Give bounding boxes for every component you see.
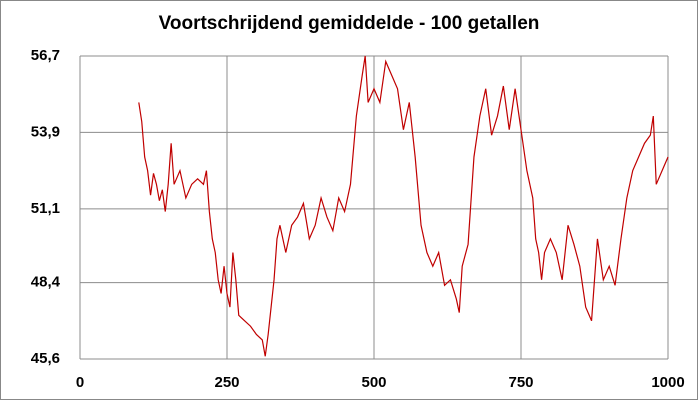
x-tick-label: 0	[76, 374, 84, 391]
y-tick-label: 48,4	[31, 274, 61, 291]
x-tick-label: 500	[361, 374, 386, 391]
data-line	[138, 55, 669, 357]
chart-title: Voortschrijdend gemiddelde - 100 getalle…	[159, 13, 540, 34]
y-tick-label: 45,6	[31, 350, 60, 367]
y-tick-label: 56,7	[31, 47, 60, 64]
x-tick-label: 750	[508, 374, 533, 391]
x-tick-label: 250	[214, 374, 239, 391]
y-tick-label: 51,1	[31, 200, 60, 217]
x-tick-label: 1000	[651, 374, 684, 391]
y-tick-label: 53,9	[31, 123, 60, 140]
